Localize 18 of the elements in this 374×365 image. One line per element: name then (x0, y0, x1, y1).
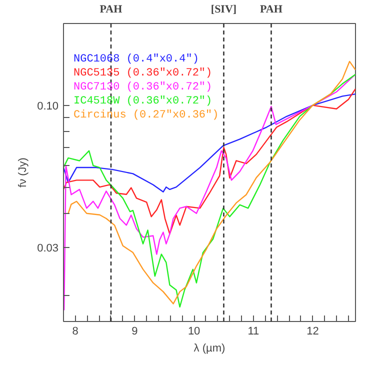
x-tick-label: 8 (72, 326, 78, 338)
x-tick-label: 9 (132, 326, 138, 338)
x-tick-label: 12 (306, 326, 319, 338)
text: NGC1068 (0.4"x0.4") (74, 54, 199, 66)
x-tick-label: 10 (188, 326, 200, 338)
text: NGC5135 (0.36"x0.72") (74, 68, 212, 80)
text: NGC7130 (0.36"x0.72") (74, 82, 212, 94)
text: Circinus (0.27"x0.36") (74, 110, 219, 122)
y-tick-label: 0.10 (37, 100, 59, 112)
ref-line-label: PAH (260, 4, 283, 16)
ref-line-label: PAH (100, 4, 123, 16)
y-axis-title: fν (Jy) (17, 158, 30, 188)
ref-line-label: [SIV] (210, 4, 237, 16)
y-tick-label: 0.03 (37, 242, 59, 254)
x-axis-title: λ (µm) (194, 342, 226, 354)
x-tick-label: 11 (248, 326, 260, 338)
line-series (64, 93, 356, 192)
text: IC4518W (0.36"x0.72") (74, 96, 212, 108)
